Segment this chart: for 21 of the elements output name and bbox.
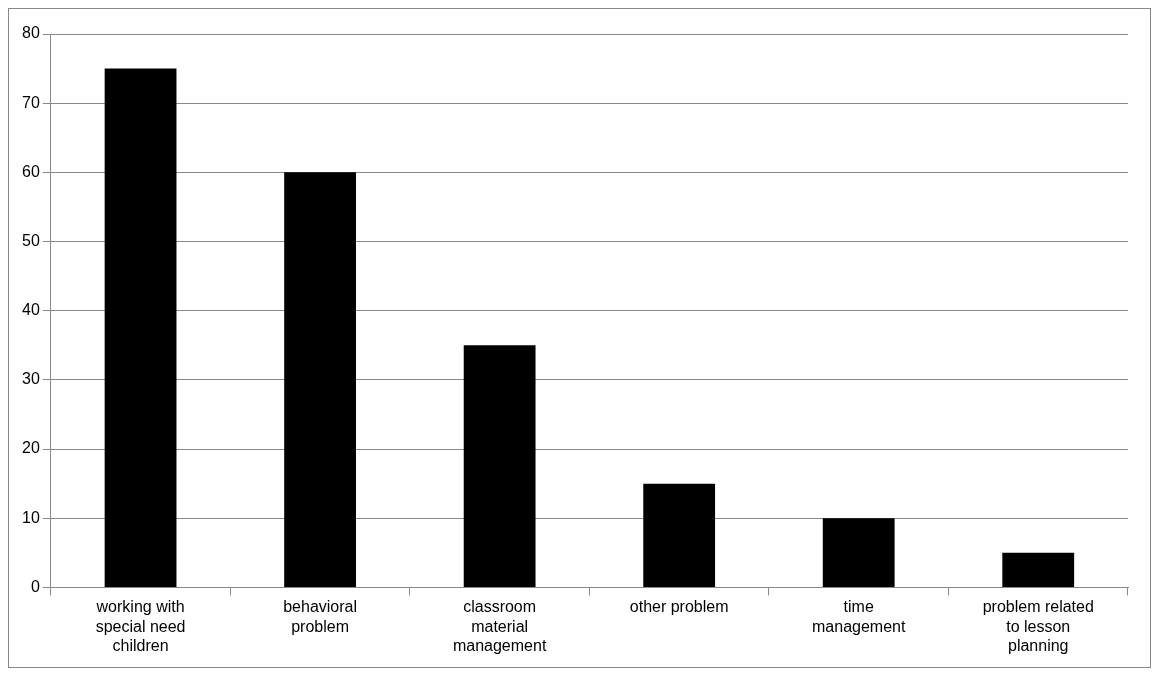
x-tick-label: time management — [812, 598, 906, 635]
bar — [822, 518, 895, 587]
x-tick-label: other problem — [629, 598, 729, 616]
x-tick-label: problem related to lesson planning — [982, 598, 1094, 654]
bar — [643, 483, 716, 587]
x-tick-label: behavioral problem — [283, 598, 358, 635]
y-tick-label: 50 — [22, 231, 40, 249]
x-tick-label: working with special need children — [95, 598, 186, 654]
y-tick-label: 40 — [22, 301, 40, 319]
bar — [284, 172, 356, 587]
y-tick-label: 80 — [22, 24, 40, 42]
y-tick-label: 30 — [22, 370, 40, 388]
bar — [463, 345, 536, 587]
y-tick-label: 20 — [22, 439, 40, 457]
x-tick-label: classroom material management — [452, 598, 547, 654]
y-tick-label: 60 — [22, 162, 40, 180]
y-tick-label: 0 — [30, 577, 40, 595]
y-tick-label: 70 — [22, 93, 40, 111]
bar — [104, 68, 177, 587]
bar — [1002, 552, 1075, 587]
y-tick-label: 10 — [22, 508, 40, 526]
